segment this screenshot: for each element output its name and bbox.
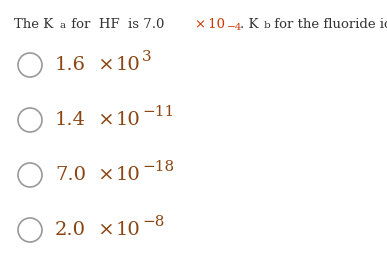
Text: 7.0: 7.0 [55,166,86,184]
Text: 1.4: 1.4 [55,111,86,129]
Text: −11: −11 [142,105,174,119]
Text: 10: 10 [116,56,141,74]
Text: 10: 10 [116,166,141,184]
Text: ×: × [92,166,121,184]
Text: . K: . K [240,18,259,31]
Text: 2.0: 2.0 [55,221,86,239]
Text: 10: 10 [116,221,141,239]
Text: ×: × [92,221,121,239]
Text: −18: −18 [142,160,174,174]
Text: a: a [60,21,66,30]
Text: ×: × [92,111,121,129]
Text: 10: 10 [204,18,225,31]
Text: for  HF  is 7.0: for HF is 7.0 [67,18,169,31]
Text: 10: 10 [116,111,141,129]
Text: ×: × [92,56,121,74]
Text: ×: × [194,18,205,31]
Text: for the fluoride ion is: for the fluoride ion is [270,18,387,31]
Text: The K: The K [14,18,53,31]
Text: 3: 3 [142,50,152,64]
Text: b: b [264,21,271,30]
Text: −8: −8 [142,215,164,229]
Text: 1.6: 1.6 [55,56,86,74]
Text: −4: −4 [227,23,242,32]
